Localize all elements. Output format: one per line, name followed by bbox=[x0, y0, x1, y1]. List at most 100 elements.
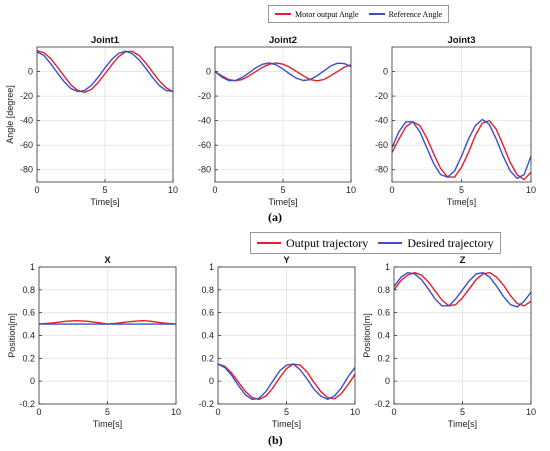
x-tick-label: 0 bbox=[36, 407, 41, 417]
x-tick-label: 5 bbox=[102, 185, 107, 195]
y-tick-label: 1 bbox=[385, 262, 390, 272]
x-tick-label: 5 bbox=[460, 407, 465, 417]
chart-panel-joint2: 0 5 10 -80 -60 -40 -20 0 Joint2 Time[s] bbox=[198, 35, 356, 207]
legend-b-label-output-trajectory: Output trajectory bbox=[286, 235, 369, 250]
y-tick-label: -40 bbox=[198, 116, 211, 126]
x-axis-label: Time[s] bbox=[272, 419, 301, 429]
x-axis-label: Time[s] bbox=[90, 197, 119, 207]
y-tick-label: -80 bbox=[198, 165, 211, 175]
x-tick-label: 0 bbox=[215, 407, 220, 417]
y-tick-label: 1 bbox=[30, 262, 35, 272]
chart-title: X bbox=[104, 255, 111, 266]
y-tick-label: 0.2 bbox=[22, 353, 35, 363]
y-tick-label: 0.8 bbox=[22, 285, 35, 295]
y-tick-label: 0 bbox=[385, 376, 390, 386]
y-tick-label: 0.6 bbox=[377, 308, 390, 318]
y-axis-label: Angle [degree] bbox=[5, 85, 15, 144]
x-tick-label: 5 bbox=[280, 185, 285, 195]
series-line-output bbox=[215, 62, 351, 82]
y-tick-label: 0.8 bbox=[377, 285, 390, 295]
y-tick-label: -0.2 bbox=[374, 399, 390, 409]
chart-panel-x: 0 5 10-0.200.20.40.60.81XTime[s]Position[m… bbox=[7, 255, 181, 429]
y-tick-label: 0.2 bbox=[201, 353, 214, 363]
y-tick-label: 0.4 bbox=[201, 331, 214, 341]
y-tick-label: -60 bbox=[20, 140, 33, 150]
chart-title: Joint1 bbox=[91, 35, 120, 46]
legend-b-swatch-output-trajectory bbox=[257, 242, 281, 244]
y-tick-label: 0 bbox=[206, 67, 211, 77]
y-tick-label: 0 bbox=[209, 376, 214, 386]
series-line-reference bbox=[215, 62, 351, 82]
x-tick-label: 0 bbox=[34, 185, 39, 195]
y-tick-label: 0.4 bbox=[22, 331, 35, 341]
y-tick-label: -20 bbox=[20, 91, 33, 101]
y-tick-label: 0 bbox=[28, 67, 33, 77]
y-tick-label: 0.6 bbox=[201, 308, 214, 318]
x-axis-label: Time[s] bbox=[268, 197, 297, 207]
series-line-output bbox=[394, 272, 531, 307]
chart-title: Joint3 bbox=[448, 35, 476, 46]
y-tick-label: -80 bbox=[20, 165, 33, 175]
legend-b-item-output-trajectory: Output trajectory bbox=[257, 236, 368, 251]
series-line-output bbox=[392, 119, 531, 181]
y-tick-label: -20 bbox=[198, 91, 211, 101]
legend-a-label-motor-output: Motor output Angle bbox=[295, 9, 359, 19]
y-tick-label: 0.4 bbox=[377, 331, 390, 341]
y-tick-label: 0.8 bbox=[201, 285, 214, 295]
series-line-reference bbox=[218, 363, 355, 401]
x-axis-label: Time[s] bbox=[93, 419, 122, 429]
series-line-output bbox=[218, 363, 355, 401]
x-tick-label: 5 bbox=[459, 185, 464, 195]
x-axis-label: Time[s] bbox=[447, 197, 476, 207]
x-tick-label: 0 bbox=[391, 407, 396, 417]
x-tick-label: 5 bbox=[105, 407, 110, 417]
legend-b-swatch-desired-trajectory bbox=[378, 242, 403, 244]
chart-title: Y bbox=[283, 255, 290, 266]
y-axis-label: Position[m] bbox=[7, 313, 17, 358]
x-tick-label: 5 bbox=[284, 407, 289, 417]
y-tick-label: -60 bbox=[375, 140, 388, 150]
legend-a-item-reference: Reference Angle bbox=[368, 9, 443, 19]
caption-b: (b) bbox=[268, 433, 283, 447]
y-tick-label: -20 bbox=[375, 91, 388, 101]
series-line-reference bbox=[394, 272, 531, 308]
y-tick-label: -40 bbox=[375, 116, 388, 126]
legend-b-label-desired-trajectory: Desired trajectory bbox=[407, 235, 494, 250]
chart-panel-joint3: 0 5 10 -80 -60 -40 -20 0 Joint3 Time[s] bbox=[375, 35, 536, 207]
legend-a-swatch-reference bbox=[368, 13, 385, 15]
series-line-output bbox=[37, 50, 173, 93]
series-line-reference bbox=[37, 50, 173, 93]
chart-panel-joint1: 0 5 10 -80 -60 -40 -20 0 Joint1 Time[s] Angle [deg… bbox=[5, 35, 178, 207]
y-tick-label: -0.2 bbox=[198, 399, 214, 409]
legend-a-swatch-motor-output bbox=[275, 13, 291, 15]
y-tick-label: -80 bbox=[375, 165, 388, 175]
y-tick-label: 0 bbox=[30, 376, 35, 386]
y-tick-label: 0.6 bbox=[22, 308, 35, 318]
x-tick-label: 10 bbox=[168, 185, 178, 195]
x-tick-label: 10 bbox=[346, 185, 356, 195]
x-tick-label: 0 bbox=[389, 185, 394, 195]
legend-a: Motor output Angle Reference Angle bbox=[268, 5, 450, 23]
legend-a-label-reference: Reference Angle bbox=[388, 9, 443, 19]
y-tick-label: 0 bbox=[383, 67, 388, 77]
series-line-reference bbox=[392, 118, 531, 180]
chart-title: Joint2 bbox=[269, 35, 297, 46]
x-tick-label: 10 bbox=[171, 407, 181, 417]
x-tick-label: 10 bbox=[526, 185, 536, 195]
x-tick-label: 10 bbox=[526, 407, 536, 417]
y-tick-label: -0.2 bbox=[19, 399, 35, 409]
x-tick-label: 10 bbox=[350, 407, 360, 417]
x-tick-label: 0 bbox=[212, 185, 217, 195]
x-axis-label: Time[s] bbox=[448, 419, 477, 429]
y-tick-label: -40 bbox=[20, 116, 33, 126]
y-tick-label: 1 bbox=[209, 262, 214, 272]
y-axis-label: Position[m] bbox=[362, 313, 372, 358]
y-tick-label: 0.2 bbox=[377, 353, 390, 363]
legend-b-item-desired-trajectory: Desired trajectory bbox=[378, 235, 494, 251]
y-tick-label: -60 bbox=[198, 140, 211, 150]
caption-a: (a) bbox=[268, 210, 282, 224]
legend-a-item-motor-output: Motor output Angle bbox=[275, 10, 359, 19]
chart-panel-z: 0 5 10-0.200.20.40.60.81ZTime[s]Position[m… bbox=[362, 255, 536, 429]
